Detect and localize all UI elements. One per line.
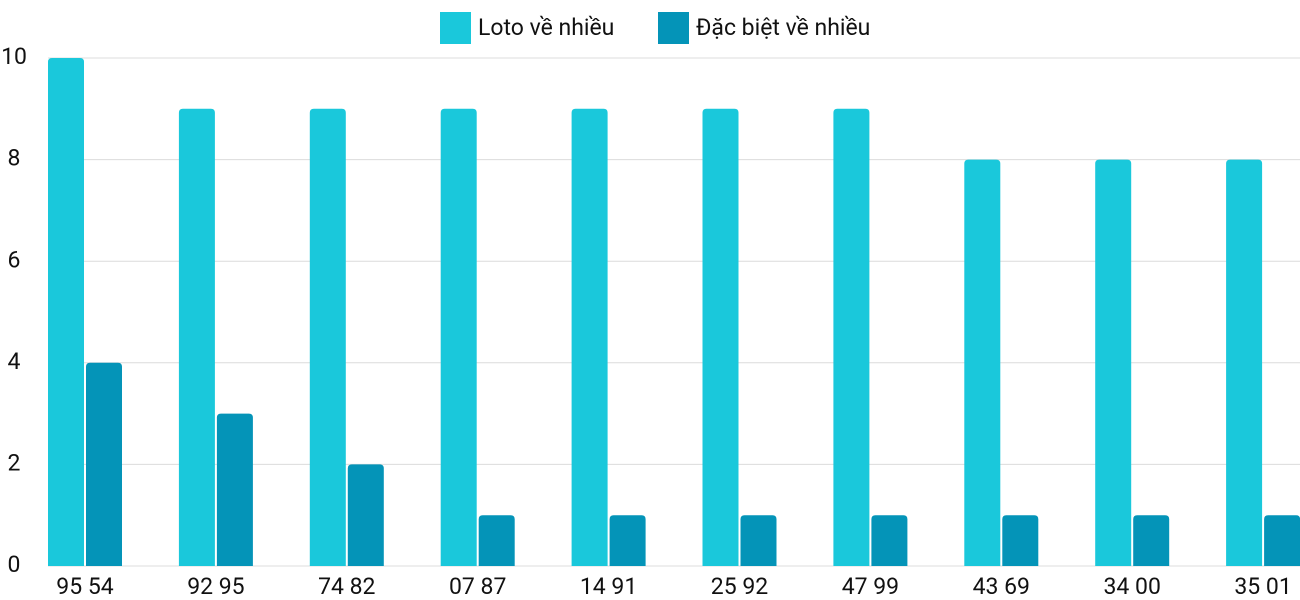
legend-swatch: [658, 12, 689, 44]
x-tick-label: 74 82: [318, 573, 375, 600]
x-tick-label: 07 87: [449, 573, 506, 600]
bar: [478, 515, 515, 566]
x-tick-label: 43 69: [973, 573, 1030, 600]
x-tick-label: 34 00: [1103, 573, 1160, 600]
y-tick-label: 6: [8, 246, 21, 273]
bar: [609, 515, 646, 566]
y-tick-label: 2: [8, 449, 21, 476]
bar: [48, 58, 84, 566]
y-tick-label: 0: [8, 551, 21, 578]
bar: [216, 413, 253, 566]
bar: [964, 159, 1001, 566]
bar: [833, 108, 870, 567]
legend-swatch: [440, 12, 471, 44]
x-tick-label: 95 54: [56, 573, 113, 600]
x-tick-label: 25 92: [711, 573, 768, 600]
legend-label: Đặc biệt về nhiều: [696, 14, 870, 41]
bar: [571, 108, 608, 567]
bar: [1264, 515, 1300, 566]
legend-label: Loto về nhiều: [478, 14, 614, 41]
bar: [1226, 159, 1263, 566]
bar: [1095, 159, 1132, 566]
y-tick-label: 4: [8, 348, 21, 375]
x-tick-label: 92 95: [187, 573, 244, 600]
bar: [440, 108, 477, 567]
bar: [347, 464, 384, 566]
bar: [309, 108, 346, 567]
bar: [1133, 515, 1170, 566]
x-tick-label: 35 01: [1234, 573, 1291, 600]
y-tick-label: 8: [8, 145, 21, 172]
bar: [871, 515, 908, 566]
y-tick-label: 10: [1, 43, 27, 70]
bar: [86, 362, 122, 566]
bar: [178, 108, 215, 567]
x-tick-label: 14 91: [580, 573, 637, 600]
bar: [702, 108, 739, 567]
x-tick-label: 47 99: [842, 573, 899, 600]
bar: [1002, 515, 1039, 566]
bar: [740, 515, 777, 566]
